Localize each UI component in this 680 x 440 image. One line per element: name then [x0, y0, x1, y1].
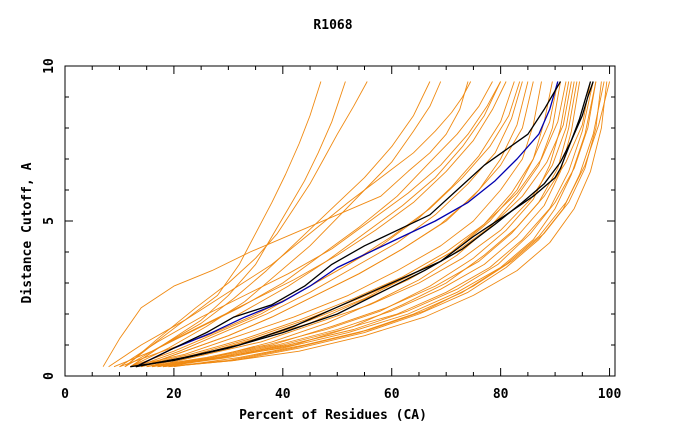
series-line-30 [135, 81, 567, 368]
y-tick-label: 10 [42, 58, 57, 74]
x-tick-label: 100 [598, 387, 622, 402]
series-line-17 [146, 81, 570, 368]
series-line-10 [135, 81, 502, 368]
series-line-20 [162, 81, 594, 368]
series-line-21 [157, 81, 597, 368]
series-line-35 [135, 81, 562, 368]
series-line-9 [124, 81, 431, 368]
series-line-6 [130, 81, 346, 368]
x-tick-label: 80 [493, 387, 509, 402]
series-line-5 [124, 81, 368, 368]
series-line-33 [119, 81, 501, 368]
series-line-2 [113, 81, 493, 368]
series-line-0 [102, 81, 469, 367]
series-line-31 [168, 81, 608, 368]
series-line-19 [152, 81, 578, 368]
plot-frame [64, 65, 616, 377]
chart-title: R1068 [313, 18, 352, 33]
series-line-27 [141, 81, 559, 368]
series-line-26 [152, 81, 575, 368]
tick-layer: 0 20 40 60 80 100 0 5 10 [42, 58, 621, 402]
x-axis-label: Percent of Residues (CA) [239, 408, 427, 423]
series-line-36 [135, 81, 594, 368]
series-line-13 [130, 81, 521, 368]
series-layer [102, 81, 611, 368]
series-line-24 [173, 81, 602, 368]
series-line-7 [124, 81, 322, 368]
y-axis-label: Distance Cutoff, A [20, 162, 35, 303]
series-line-32 [130, 81, 507, 368]
series-line-4 [130, 81, 542, 368]
series-line-8 [130, 81, 442, 368]
series-line-34 [135, 81, 559, 368]
series-line-29 [162, 81, 591, 368]
y-tick-label: 5 [42, 217, 57, 225]
series-line-22 [168, 81, 605, 368]
series-line-28 [157, 81, 597, 368]
x-tick-label: 0 [61, 387, 69, 402]
x-tick-label: 20 [166, 387, 182, 402]
series-line-11 [135, 81, 523, 368]
x-tick-label: 60 [384, 387, 400, 402]
x-tick-label: 40 [275, 387, 291, 402]
y-tick-label: 0 [42, 372, 57, 380]
series-line-37 [130, 81, 592, 368]
series-line-14 [141, 81, 534, 368]
